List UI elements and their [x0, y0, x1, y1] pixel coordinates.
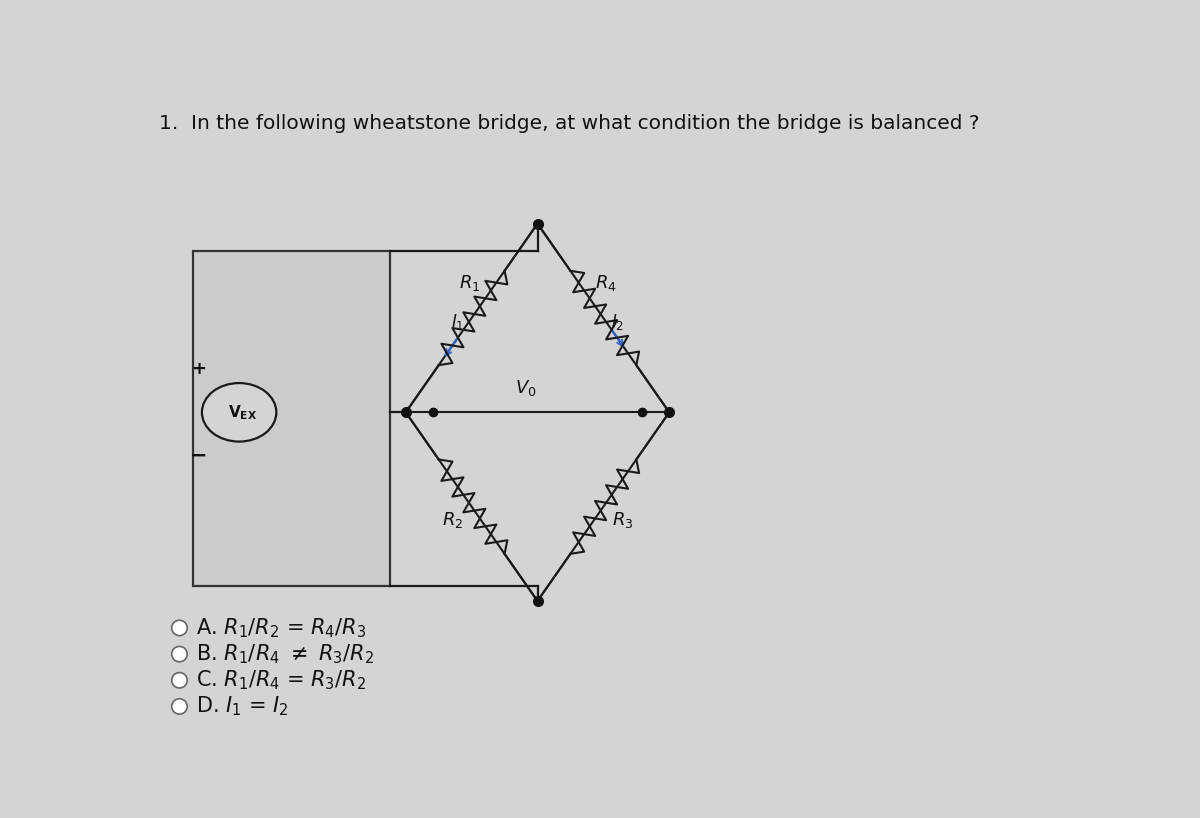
Text: $\mathbf{V_{EX}}$: $\mathbf{V_{EX}}$	[228, 403, 257, 421]
Circle shape	[172, 646, 187, 662]
Circle shape	[172, 672, 187, 688]
Text: D. $I_1$ = $I_2$: D. $I_1$ = $I_2$	[197, 694, 289, 718]
Text: $R_3$: $R_3$	[612, 510, 634, 530]
Ellipse shape	[202, 383, 276, 442]
Text: $I_1$: $I_1$	[450, 312, 464, 331]
Text: $R_1$: $R_1$	[458, 273, 480, 293]
Text: $R_2$: $R_2$	[442, 510, 463, 530]
Bar	[193, 250, 390, 586]
Text: C. $R_1$/$R_4$ = $R_3$/$R_2$: C. $R_1$/$R_4$ = $R_3$/$R_2$	[197, 668, 367, 692]
Text: +: +	[191, 360, 206, 378]
Text: $R_4$: $R_4$	[594, 273, 617, 293]
Text: $V_0$: $V_0$	[515, 379, 536, 398]
Text: 1.  In the following wheatstone bridge, at what condition the bridge is balanced: 1. In the following wheatstone bridge, a…	[160, 114, 979, 133]
Text: A. $R_1$/$R_2$ = $R_4$/$R_3$: A. $R_1$/$R_2$ = $R_4$/$R_3$	[197, 616, 367, 640]
Circle shape	[172, 699, 187, 714]
Text: $I_2$: $I_2$	[611, 312, 624, 331]
Text: −: −	[190, 446, 208, 465]
Circle shape	[172, 620, 187, 636]
Text: B. $R_1$/$R_4$ $\neq$ $R_3$/$R_2$: B. $R_1$/$R_4$ $\neq$ $R_3$/$R_2$	[197, 642, 374, 666]
